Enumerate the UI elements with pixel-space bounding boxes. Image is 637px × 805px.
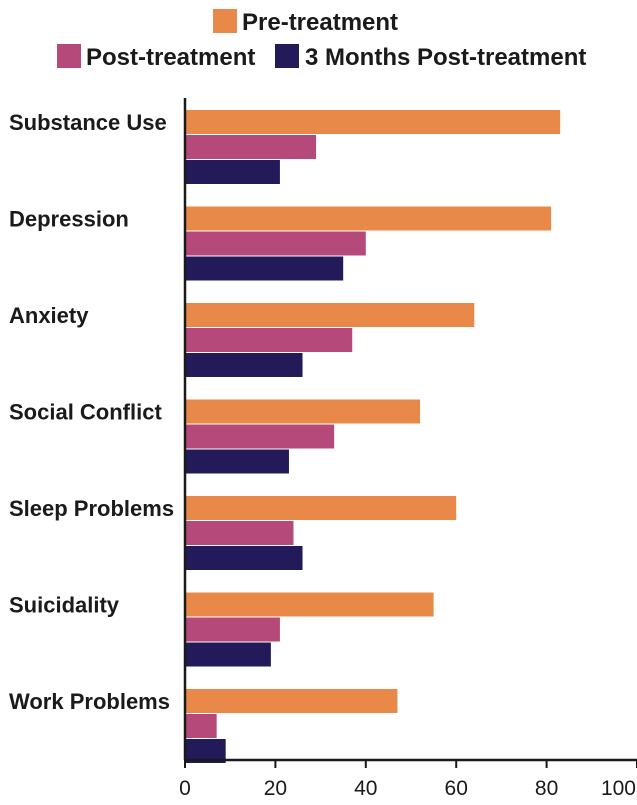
category-label-social-conflict: Social Conflict [9,400,162,425]
bar-substance-use-3-months-post-treatment [185,160,280,184]
x-tick-label-60: 60 [445,777,468,800]
legend-swatch-pre-treatment [213,9,237,33]
legend-item-pre-treatment: Pre-treatment [213,9,398,36]
legend-label-pre-treatment: Pre-treatment [242,9,398,36]
x-tick-label-20: 20 [264,777,287,800]
bar-work-problems-pre-treatment [185,689,398,713]
category-labels: Substance Use Depression Anxiety Social Con… [9,110,174,714]
category-label-substance-use: Substance Use [9,110,167,135]
bar-sleep-problems-post-treatment [185,521,294,545]
x-tick-label-40: 40 [354,777,377,800]
x-tick-label-80: 80 [535,777,558,800]
category-label-sleep-problems: Sleep Problems [9,496,174,521]
category-label-suicidality: Suicidality [9,593,120,618]
bar-sleep-problems-pre-treatment [185,496,457,520]
bar-substance-use-pre-treatment [185,110,561,134]
legend-swatch-3-months-post-treatment [275,44,299,68]
bar-suicidality-pre-treatment [185,592,434,617]
bar-anxiety-post-treatment [185,328,353,352]
bar-suicidality-post-treatment [185,617,280,642]
x-tick-label-100: 100 [601,777,636,800]
bar-depression-post-treatment [185,231,366,256]
legend-swatch-post-treatment [57,44,81,68]
bar-depression-3-months-post-treatment [185,256,344,281]
category-label-depression: Depression [9,207,129,232]
category-label-work-problems: Work Problems [9,689,170,714]
x-tick-label-0: 0 [179,777,191,800]
bar-suicidality-3-months-post-treatment [185,642,271,667]
bar-substance-use-post-treatment [185,135,317,159]
category-label-anxiety: Anxiety [9,303,89,328]
legend-item-post-treatment: Post-treatment [57,44,255,71]
bar-anxiety-3-months-post-treatment [185,353,303,377]
bar-work-problems-post-treatment [185,714,217,738]
x-axis: 0 20 40 60 80 100 [179,758,637,800]
bar-anxiety-pre-treatment [185,303,475,327]
bar-depression-pre-treatment [185,206,552,231]
legend: Pre-treatment Post-treatment 3 Months Po… [57,9,586,71]
bar-social-conflict-3-months-post-treatment [185,449,289,474]
bar-social-conflict-post-treatment [185,424,335,449]
legend-item-3-months-post-treatment: 3 Months Post-treatment [275,44,586,71]
bar-social-conflict-pre-treatment [185,399,421,424]
bars-group [185,110,561,763]
legend-label-3-months-post-treatment: 3 Months Post-treatment [305,44,586,71]
bar-sleep-problems-3-months-post-treatment [185,546,303,570]
legend-label-post-treatment: Post-treatment [86,44,255,71]
